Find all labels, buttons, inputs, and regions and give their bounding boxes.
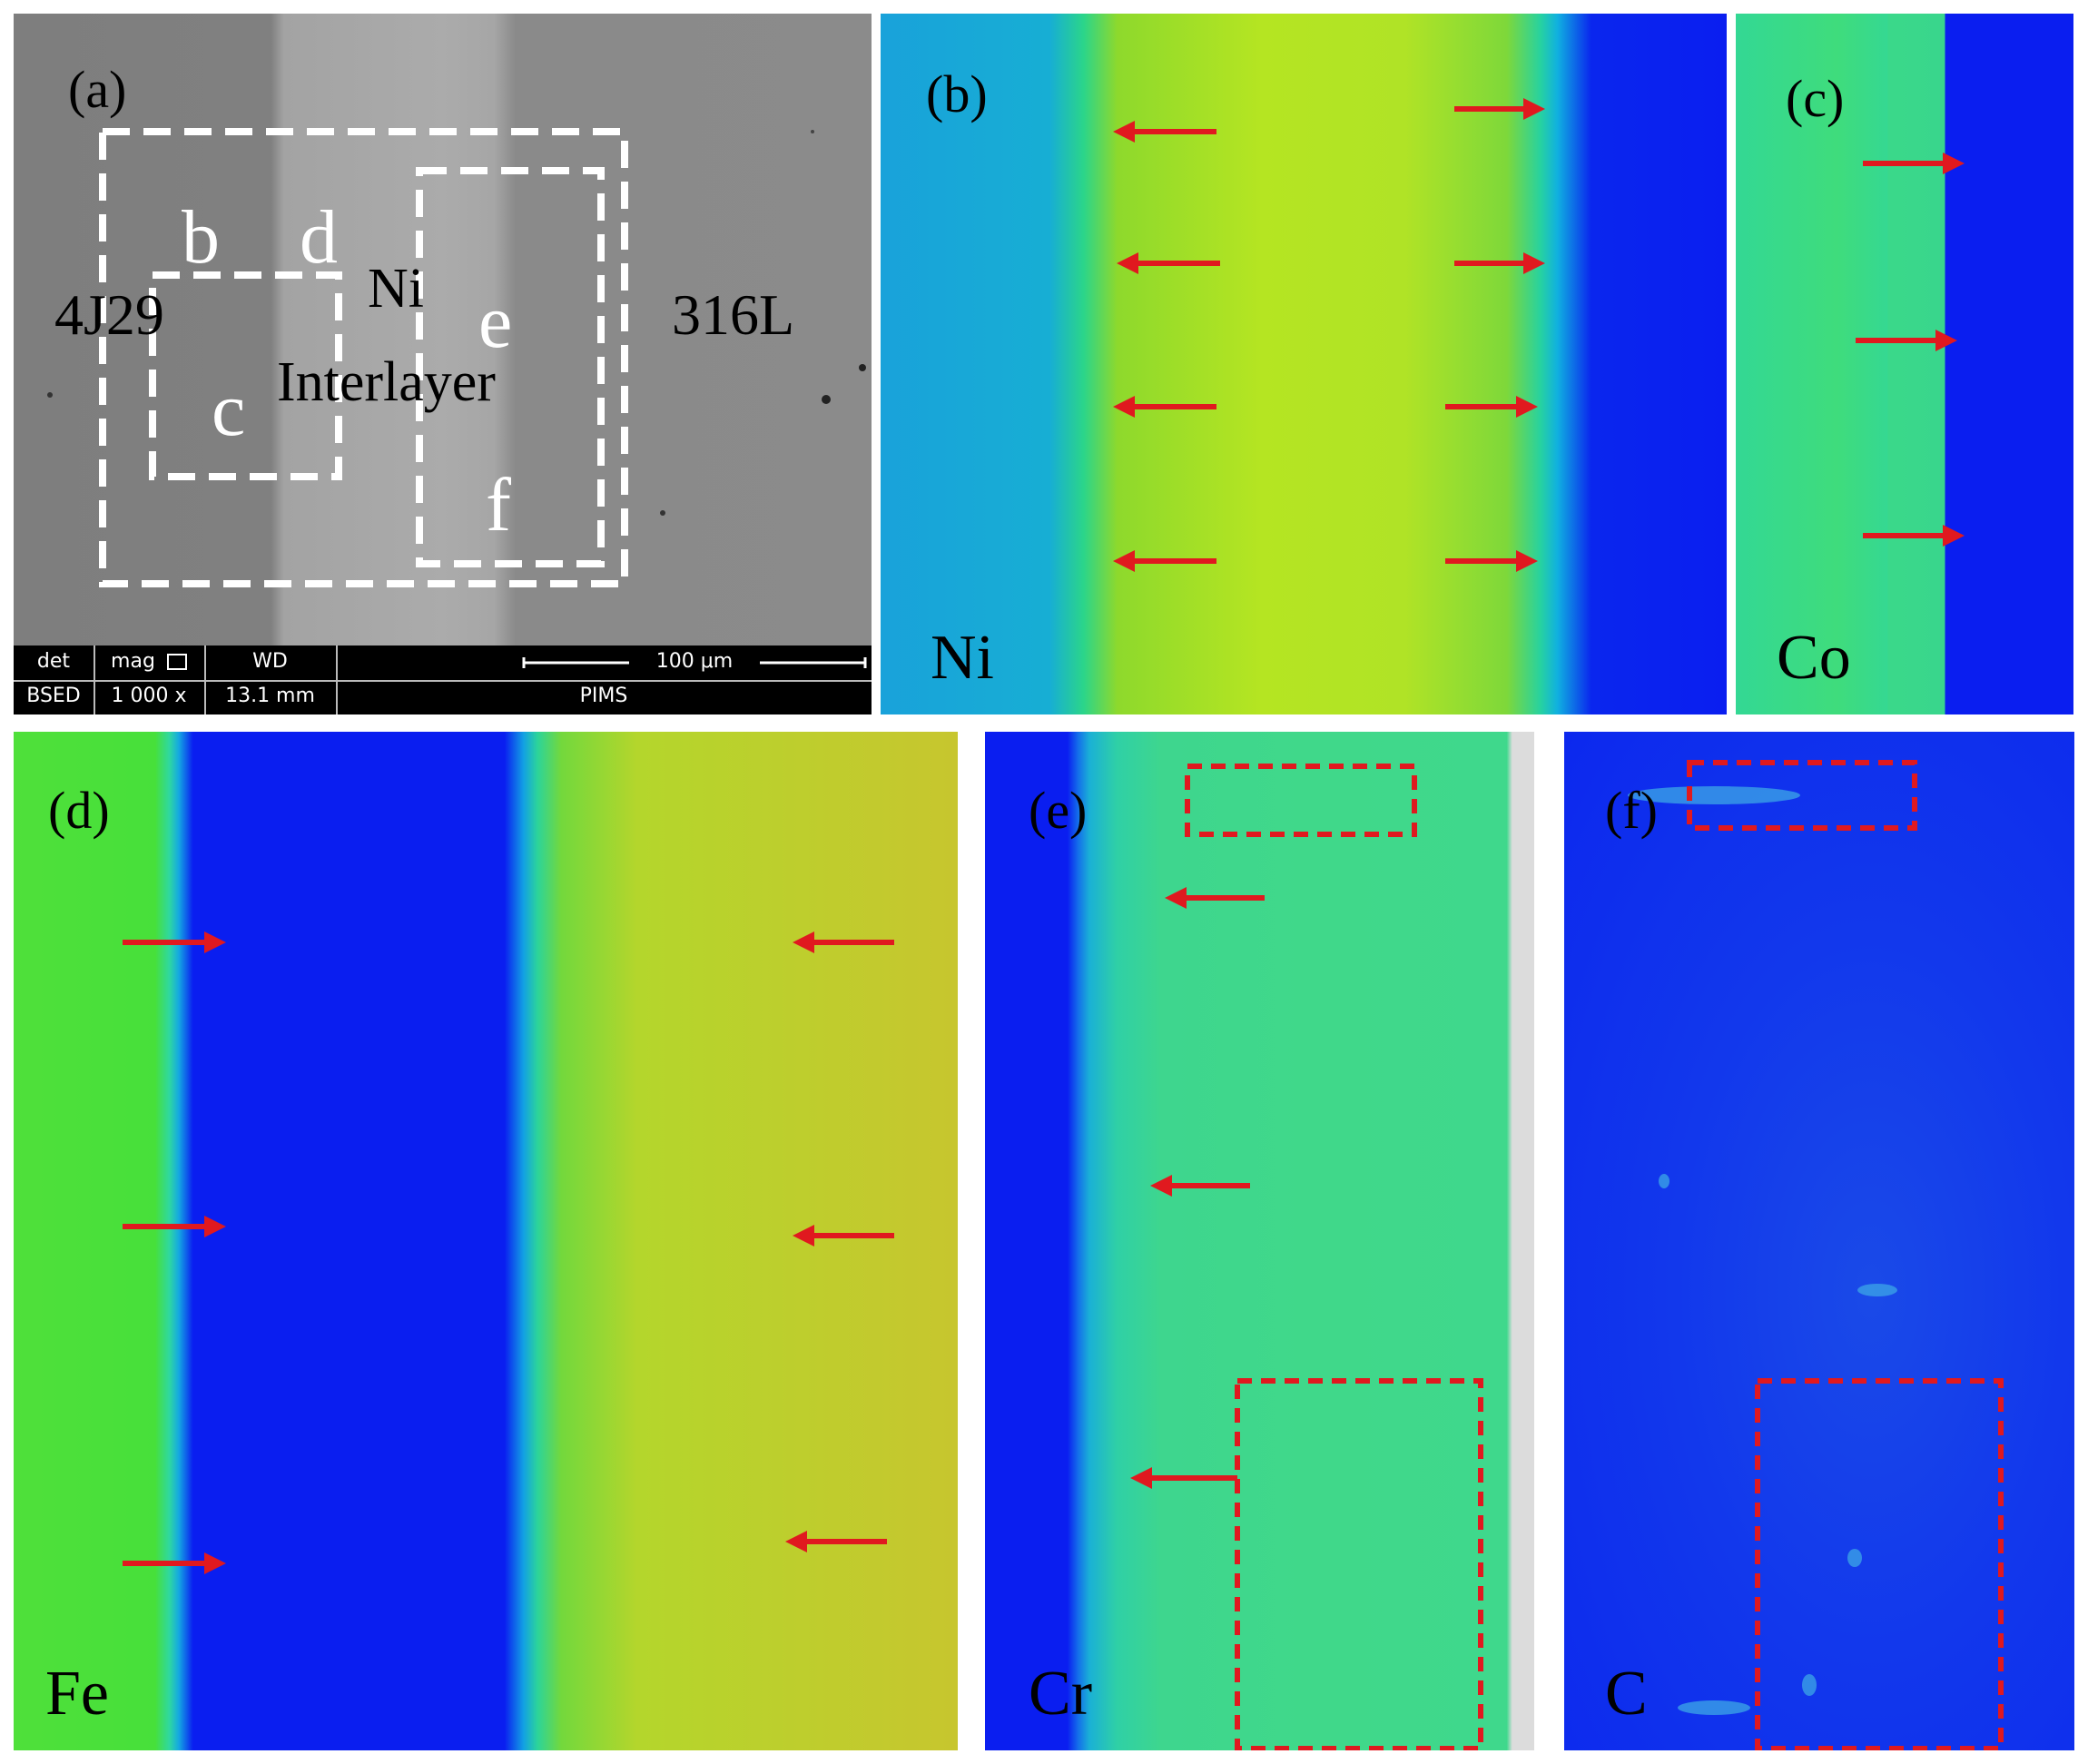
panel-f-overlay [1628, 760, 2004, 1750]
panel-b-ni-map: (b) Ni [881, 14, 1727, 714]
material-label-316l: 316L [672, 282, 795, 347]
region-box-c [149, 271, 342, 480]
panel-d-element: Fe [45, 1659, 109, 1729]
region-box-ef [416, 167, 605, 567]
panel-d-fe-map: (d) Fe [14, 732, 958, 1750]
highlight-box-bottom [1755, 1378, 2004, 1750]
org-text: PIMS [579, 685, 628, 707]
highlight-box-bottom [1235, 1378, 1483, 1750]
panel-c-co-map: (c) Co [1736, 14, 2073, 714]
region-box-outer [99, 128, 628, 587]
panel-a-sem-image: (a) b d c e f 4J29 Ni Interlayer 316L de… [14, 14, 872, 714]
panel-e-element: Cr [1029, 1659, 1092, 1729]
panel-b-arrows [1113, 98, 1545, 572]
region-label-f: f [486, 463, 511, 547]
mag-value: 1 000 x [111, 685, 187, 707]
panel-f-element: C [1605, 1659, 1648, 1729]
material-label-interlayer: Interlayer [277, 351, 496, 413]
panel-c-arrows [1856, 153, 1965, 547]
material-label-4j29: 4J29 [54, 282, 164, 347]
panel-b-label: (b) [926, 64, 988, 123]
region-label-e: e [478, 280, 513, 364]
panel-a-label: (a) [68, 60, 127, 119]
mag-header: mag [94, 645, 204, 678]
panel-b-element: Ni [931, 623, 994, 693]
det-header: det [36, 650, 71, 673]
panel-f-c-map: (f) C [1564, 732, 2074, 1750]
det-value: BSED [26, 685, 81, 707]
region-label-d: d [300, 195, 338, 280]
wd-value: 13.1 mm [225, 685, 315, 707]
panel-c-label: (c) [1786, 69, 1845, 128]
panel-f-label: (f) [1605, 781, 1658, 840]
panel-d-label: (d) [48, 781, 110, 840]
wd-header: WD [252, 650, 288, 673]
panel-c-element: Co [1777, 623, 1851, 693]
region-label-b: b [182, 195, 220, 280]
mag-box-icon [166, 654, 187, 670]
scale-bar [522, 657, 867, 668]
material-label-ni: Ni [368, 258, 424, 320]
sem-databar: det BSED mag 1 000 x WD 13.1 mm 100 μm P… [14, 645, 872, 714]
region-label-c: c [212, 368, 246, 452]
highlight-box-top [1185, 764, 1417, 837]
scale-bar-text: 100 μm [655, 650, 734, 673]
panel-e-overlay [1130, 764, 1483, 1750]
panel-e-label: (e) [1029, 781, 1088, 840]
mag-header-text: mag [111, 650, 155, 673]
panel-e-cr-map: (e) Cr [985, 732, 1534, 1750]
panel-a-overlay [47, 128, 866, 587]
highlight-box-top [1687, 760, 1917, 831]
panel-d-arrows [123, 931, 894, 1574]
